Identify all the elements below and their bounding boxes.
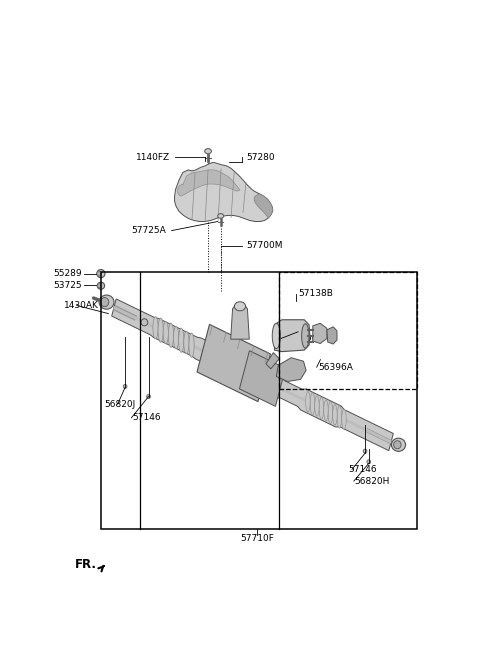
Ellipse shape xyxy=(333,405,337,425)
Ellipse shape xyxy=(367,460,371,464)
Ellipse shape xyxy=(153,317,158,339)
Polygon shape xyxy=(276,357,306,382)
Ellipse shape xyxy=(391,438,406,451)
Text: 57146: 57146 xyxy=(348,465,377,474)
Polygon shape xyxy=(266,353,279,369)
Text: FR.: FR. xyxy=(75,558,97,571)
Polygon shape xyxy=(313,323,327,344)
Text: 57138B: 57138B xyxy=(298,289,333,298)
Ellipse shape xyxy=(97,283,105,289)
Text: 56820H: 56820H xyxy=(354,476,389,486)
Ellipse shape xyxy=(97,269,105,278)
Text: 57710F: 57710F xyxy=(240,533,274,543)
Ellipse shape xyxy=(158,318,163,342)
Ellipse shape xyxy=(328,401,333,424)
Ellipse shape xyxy=(173,327,179,349)
Ellipse shape xyxy=(189,333,194,357)
Text: 56820J: 56820J xyxy=(105,399,136,409)
Ellipse shape xyxy=(147,394,150,399)
Text: 53725: 53725 xyxy=(54,281,83,290)
Polygon shape xyxy=(327,327,337,344)
Polygon shape xyxy=(240,351,286,406)
Polygon shape xyxy=(275,320,310,351)
Ellipse shape xyxy=(141,319,148,326)
Ellipse shape xyxy=(97,284,101,288)
Polygon shape xyxy=(231,303,249,339)
Ellipse shape xyxy=(218,214,224,218)
Text: 57725A: 57725A xyxy=(131,226,166,235)
Ellipse shape xyxy=(324,400,328,420)
Text: 1140FZ: 1140FZ xyxy=(136,153,170,162)
Text: 55289: 55289 xyxy=(54,269,83,278)
Ellipse shape xyxy=(342,409,346,429)
Ellipse shape xyxy=(363,449,367,453)
Ellipse shape xyxy=(99,295,114,309)
Text: 56320G: 56320G xyxy=(283,334,319,343)
Ellipse shape xyxy=(394,441,401,449)
Ellipse shape xyxy=(204,148,211,154)
Ellipse shape xyxy=(319,397,324,419)
Ellipse shape xyxy=(337,406,342,428)
Ellipse shape xyxy=(310,393,315,415)
Ellipse shape xyxy=(101,298,109,307)
Bar xyxy=(101,272,417,529)
Polygon shape xyxy=(112,299,393,451)
Ellipse shape xyxy=(272,323,280,349)
Ellipse shape xyxy=(168,323,174,348)
Ellipse shape xyxy=(97,271,101,276)
Ellipse shape xyxy=(179,328,184,352)
Text: 57146: 57146 xyxy=(132,413,161,422)
Ellipse shape xyxy=(184,332,189,354)
Bar xyxy=(279,272,417,390)
Ellipse shape xyxy=(315,396,319,416)
Ellipse shape xyxy=(306,392,310,412)
Text: 56396A: 56396A xyxy=(319,363,353,372)
Ellipse shape xyxy=(301,324,309,348)
Ellipse shape xyxy=(123,384,127,388)
Polygon shape xyxy=(175,162,273,221)
Polygon shape xyxy=(197,325,270,401)
Polygon shape xyxy=(177,170,240,196)
Ellipse shape xyxy=(234,302,246,311)
Polygon shape xyxy=(114,306,392,443)
Ellipse shape xyxy=(163,321,168,344)
Text: 57700M: 57700M xyxy=(246,241,283,250)
Text: 1430AK: 1430AK xyxy=(64,301,98,310)
Text: 57280: 57280 xyxy=(246,153,275,162)
Polygon shape xyxy=(254,194,273,218)
